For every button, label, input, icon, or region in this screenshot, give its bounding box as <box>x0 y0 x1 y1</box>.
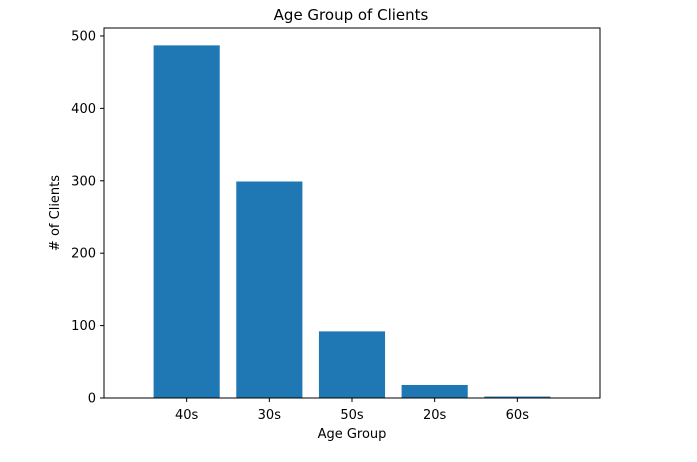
bar-40s <box>153 45 220 398</box>
x-axis-ticks: 40s 30s 50s 20s 60s <box>175 398 529 423</box>
bar-group <box>153 45 551 398</box>
bar-60s <box>484 396 551 398</box>
y-tick-label: 200 <box>71 247 96 262</box>
y-axis-label: # of Clients <box>48 175 63 251</box>
plot-frame <box>103 27 601 399</box>
y-tick-label: 500 <box>71 29 96 44</box>
chart-title: Age Group of Clients <box>274 6 429 24</box>
x-tick-label: 60s <box>506 408 530 423</box>
y-tick-label: 300 <box>71 174 96 189</box>
x-tick-label: 20s <box>423 408 447 423</box>
y-tick-label: 0 <box>88 392 96 407</box>
x-tick-label: 30s <box>258 408 282 423</box>
x-axis-label: Age Group <box>318 427 387 442</box>
x-tick-label: 40s <box>175 408 199 423</box>
bar-30s <box>236 181 303 398</box>
x-tick-label: 50s <box>340 408 364 423</box>
y-axis-ticks: 0 100 200 300 400 500 <box>71 29 104 407</box>
bar-50s <box>318 331 386 398</box>
y-tick-label: 100 <box>71 319 96 334</box>
y-tick-label: 400 <box>71 102 96 117</box>
bar-20s <box>401 384 468 398</box>
